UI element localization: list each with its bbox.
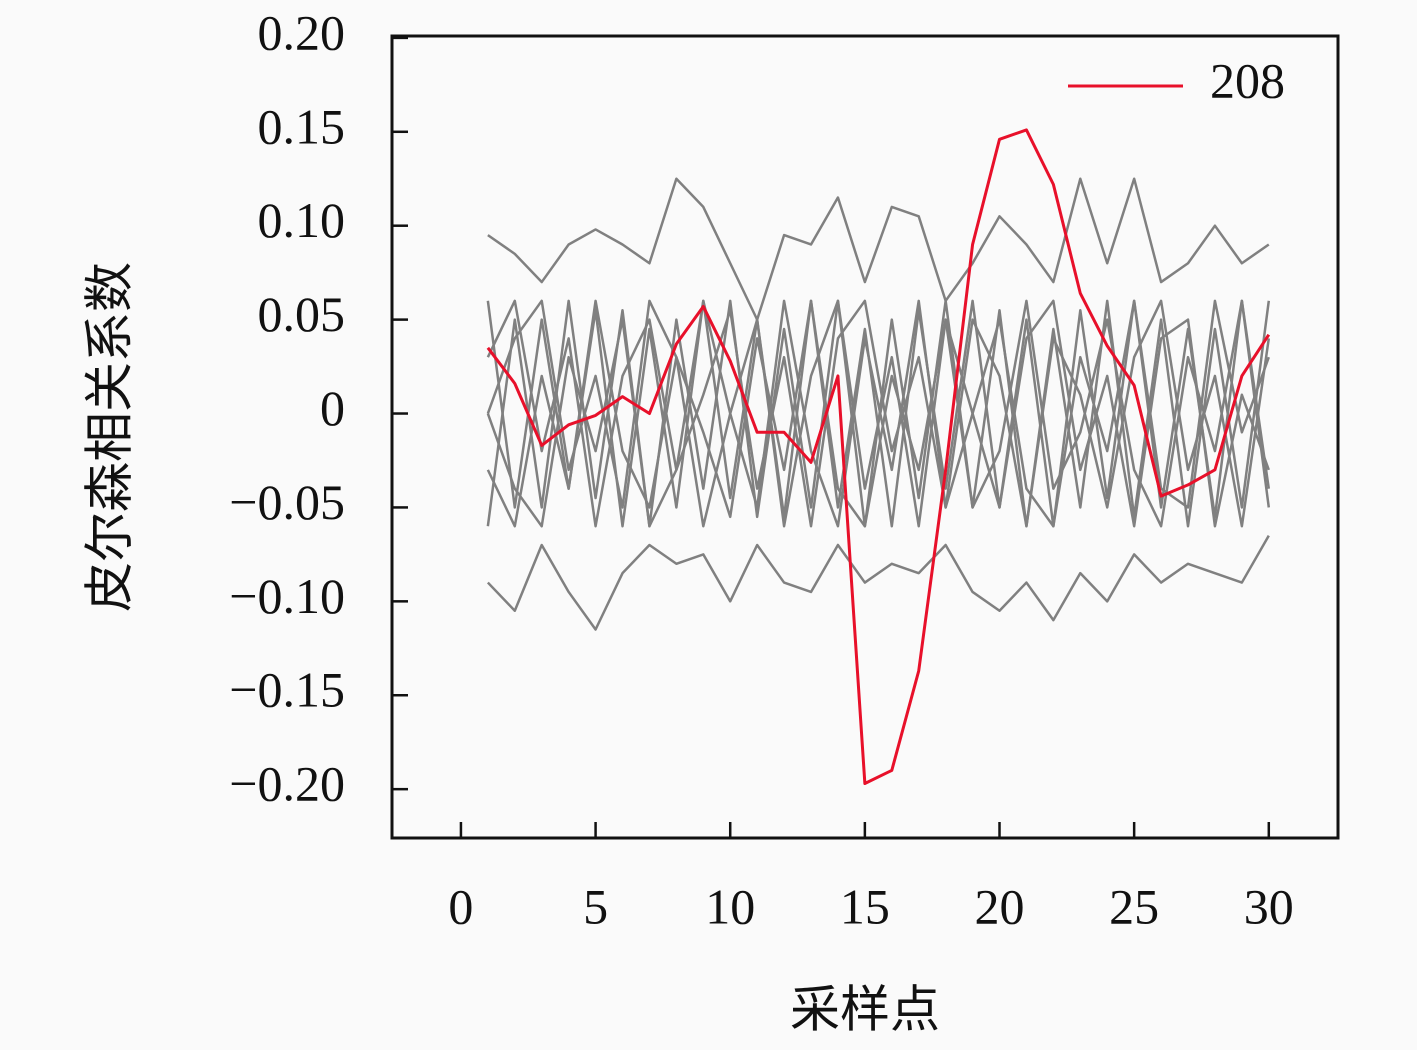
y-tick-label: −0.05 [229, 474, 345, 530]
x-tick-label: 5 [583, 878, 608, 934]
y-axis-label: 皮尔森相关系数 [81, 262, 137, 612]
x-axis-label: 采样点 [790, 981, 940, 1037]
highlight-line [486, 128, 1271, 786]
x-tick-label: 0 [448, 878, 473, 934]
trace-line [486, 299, 1270, 528]
trace-line [487, 177, 1270, 321]
y-tick-label: −0.10 [229, 568, 345, 624]
x-tick-label: 30 [1244, 878, 1294, 934]
y-tick-label: 0.15 [258, 98, 346, 154]
legend-label: 208 [1210, 52, 1285, 108]
trace-line [486, 299, 1271, 528]
y-tick-label: 0.10 [258, 192, 346, 248]
trace-line [486, 534, 1270, 631]
trace-line [486, 299, 1270, 528]
y-tick-label: 0.20 [258, 4, 346, 60]
x-tick-label: 15 [840, 878, 890, 934]
y-tick-label: 0.05 [258, 286, 346, 342]
y-tick-label: 0 [320, 380, 345, 436]
x-tick-label: 10 [705, 878, 755, 934]
trace-line [486, 299, 1271, 528]
x-tick-label: 25 [1109, 878, 1159, 934]
y-tick-label: −0.20 [229, 756, 345, 812]
y-tick-label: −0.15 [229, 662, 345, 718]
x-tick-label: 20 [975, 878, 1025, 934]
